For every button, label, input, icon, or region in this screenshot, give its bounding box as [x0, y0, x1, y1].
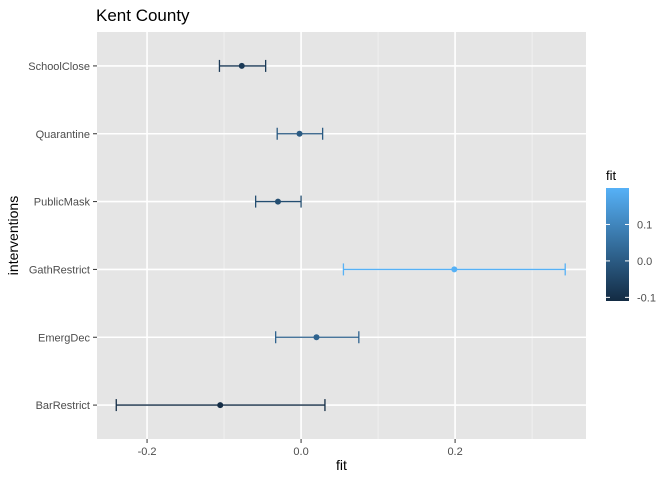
point-gathrestrict: [451, 266, 458, 273]
chart-title: Kent County: [96, 6, 190, 25]
point-publicmask: [274, 198, 281, 205]
legend-title: fit: [606, 168, 617, 183]
x-tick-label: -0.2: [138, 446, 157, 458]
y-tick-label: BarRestrict: [36, 400, 90, 412]
y-tick-label: GathRestrict: [29, 264, 90, 276]
legend: fit 0.1 0.0 -0.1: [606, 168, 656, 304]
y-axis: SchoolClose Quarantine PublicMask GathRestr…: [28, 61, 97, 412]
errorbar-schoolclose: [218, 59, 267, 72]
errorbar-gathrestrict: [342, 263, 566, 276]
legend-break-label: 0.0: [637, 256, 652, 268]
legend-break-label: -0.1: [637, 292, 656, 304]
legend-colorbar: [606, 188, 629, 301]
x-axis-title: fit: [336, 457, 347, 473]
point-schoolclose: [238, 62, 245, 69]
point-barrestrict: [217, 402, 224, 409]
legend-break-label: 0.1: [637, 219, 652, 231]
errorbar-publicmask: [254, 195, 302, 208]
y-tick-label: SchoolClose: [28, 61, 90, 73]
x-axis: -0.2 0.0 0.2: [138, 439, 463, 458]
point-quarantine: [296, 130, 303, 137]
y-tick-label: PublicMask: [34, 197, 91, 209]
y-tick-label: Quarantine: [36, 129, 90, 141]
y-tick-label: EmergDec: [38, 332, 90, 344]
errorbar-emergdec: [275, 331, 360, 344]
minor-gridlines: [223, 32, 533, 439]
x-tick-label: 0.2: [447, 446, 462, 458]
data-marks: [115, 59, 566, 412]
point-emergdec: [313, 334, 320, 341]
errorbar-quarantine: [276, 127, 324, 140]
errorbar-barrestrict: [115, 399, 326, 412]
x-tick-label: 0.0: [293, 446, 308, 458]
y-axis-title: interventions: [5, 196, 21, 275]
plot-panel: [97, 32, 586, 439]
